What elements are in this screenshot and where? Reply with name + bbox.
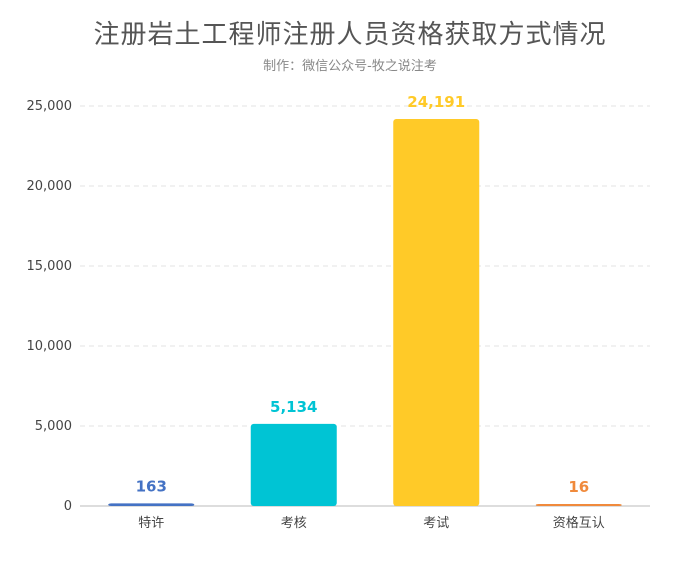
bar xyxy=(535,504,622,506)
x-tick-label: 资格互认 xyxy=(553,515,605,531)
y-tick-label: 5,000 xyxy=(35,419,72,434)
y-tick-label: 25,000 xyxy=(27,99,73,114)
x-tick-label: 考核 xyxy=(281,516,307,531)
bar xyxy=(108,503,195,506)
bar-value-label: 163 xyxy=(136,477,167,495)
bar-value-label: 24,191 xyxy=(407,93,465,111)
x-tick-label: 考试 xyxy=(423,516,449,531)
y-tick-label: 15,000 xyxy=(27,259,73,274)
bar-value-label: 16 xyxy=(568,478,589,496)
y-tick-label: 10,000 xyxy=(27,339,73,354)
x-tick-label: 特许 xyxy=(138,516,164,531)
chart-title: 注册岩土工程师注册人员资格获取方式情况 xyxy=(93,20,607,50)
chart-subtitle: 制作：微信公众号-牧之说注考 xyxy=(263,59,437,74)
bar-value-label: 5,134 xyxy=(270,398,317,416)
y-tick-label: 20,000 xyxy=(27,179,73,194)
bar xyxy=(250,423,337,506)
y-tick-label: 0 xyxy=(64,499,72,514)
bar xyxy=(393,118,480,506)
